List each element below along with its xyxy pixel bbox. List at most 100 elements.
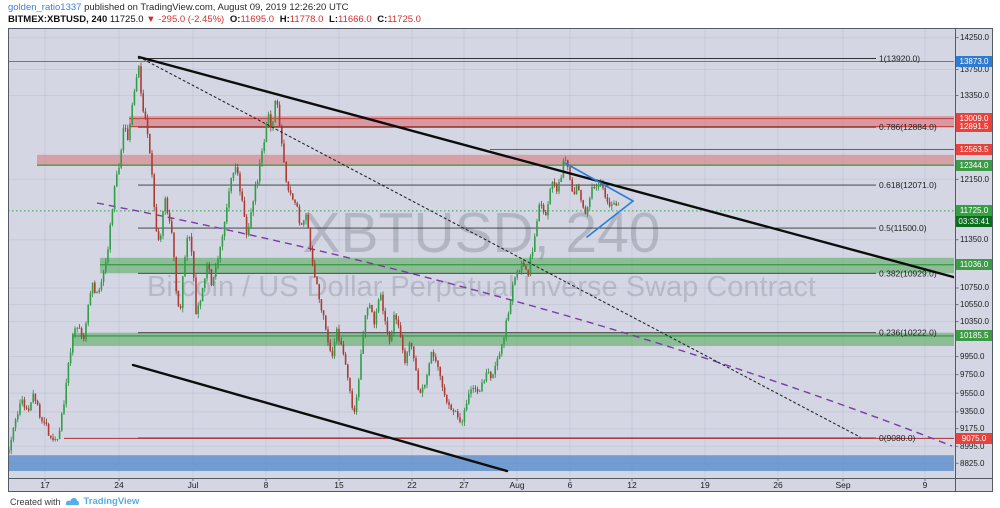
candle-body	[525, 265, 527, 270]
candle-body	[509, 301, 512, 314]
candle-body	[184, 257, 186, 277]
time-tick-label: Aug	[509, 480, 525, 490]
candle-body	[608, 201, 611, 207]
price-axis[interactable]: 14250.0 13750.0 13350.0 12150.0 11350.0 10750…	[956, 28, 993, 478]
price-level-badge: 10185.5	[956, 330, 992, 342]
time-tick-label: 15	[334, 480, 344, 490]
candle-body	[177, 290, 180, 307]
candle-body	[228, 191, 230, 208]
resistance-upper	[129, 116, 954, 128]
candle-body	[50, 435, 52, 438]
candle-body	[287, 181, 290, 191]
candle-body	[410, 343, 413, 347]
candle-body	[351, 391, 353, 408]
candle-body	[127, 128, 129, 141]
candle-body	[421, 387, 424, 393]
candle-body	[226, 207, 228, 223]
candle-body	[116, 174, 118, 187]
candle-body	[355, 397, 358, 412]
candle-body	[232, 172, 235, 178]
header: golden_ratio1337 published on TradingVie…	[8, 2, 908, 26]
support-upper	[100, 257, 954, 274]
candle-body	[54, 439, 56, 441]
price-level-badge: 12891.5	[956, 121, 992, 133]
candle-body	[153, 174, 155, 207]
tradingview-logo-icon	[65, 498, 79, 505]
candle-body	[133, 91, 136, 105]
candle-body	[76, 327, 78, 329]
candle-body	[39, 404, 41, 418]
candle-body	[298, 206, 301, 224]
candle-body	[582, 200, 584, 208]
candle-body	[483, 381, 485, 383]
candle-body	[580, 190, 582, 201]
candle-body	[424, 384, 426, 388]
candle-body	[274, 100, 276, 122]
candle-body	[19, 403, 21, 415]
candle-body	[171, 221, 173, 233]
candle-body	[210, 269, 213, 286]
candle-body	[413, 346, 415, 359]
time-tick-label: 8	[263, 480, 269, 490]
candle-body	[329, 342, 331, 351]
candle-body	[507, 313, 510, 321]
candle-body	[289, 190, 292, 194]
candle-body	[89, 293, 92, 305]
candle-body	[399, 325, 402, 337]
candle-body	[221, 236, 224, 247]
candle-body	[276, 100, 279, 105]
candle-body	[377, 299, 380, 312]
candle-body	[56, 439, 59, 440]
plot-contents: XBTUSD, 240 Bitcoin / US Dollar Perpetual…	[9, 29, 957, 477]
candle-body	[102, 271, 105, 282]
pennant-upper-line[interactable]	[564, 162, 634, 202]
candle-body	[373, 312, 375, 325]
upper-channel-line[interactable]	[137, 55, 957, 279]
time-axis[interactable]: 17 24 Jul 8 15 22 27 Aug 6 12 19 26 Sep 9	[8, 478, 955, 492]
watermark-title: XBTUSD, 240	[303, 201, 661, 265]
time-tick-label: 17	[40, 480, 50, 490]
fib-label: 0.382(10929.0)	[879, 268, 937, 278]
candle-body	[94, 282, 96, 293]
candle-body	[98, 289, 100, 293]
candle-body	[168, 213, 171, 222]
candle-body	[107, 249, 109, 263]
candle-body	[430, 351, 433, 364]
candle-body	[391, 331, 393, 341]
candle-body	[457, 411, 459, 418]
candle-body	[512, 284, 514, 302]
price-tick-label: 14250.0	[960, 33, 989, 43]
candle-body	[474, 388, 477, 389]
candle-body	[144, 111, 147, 118]
candle-body	[173, 232, 175, 258]
author-link[interactable]: golden_ratio1337	[8, 2, 82, 13]
candle-body	[10, 439, 12, 451]
candle-body	[461, 421, 463, 423]
price-tick-label: 13350.0	[960, 91, 989, 101]
candle-body	[278, 104, 281, 128]
candle-body	[318, 284, 320, 300]
pennant-lower-line[interactable]	[586, 200, 634, 238]
close-label: C:	[377, 14, 388, 25]
candle-body	[441, 376, 444, 388]
candle-body	[12, 427, 15, 440]
candle-body	[349, 377, 351, 392]
dotted-trend-line[interactable]	[138, 56, 861, 438]
candle-body	[518, 270, 521, 272]
candle-body	[259, 162, 261, 182]
candle-body	[516, 271, 518, 278]
last-price: 11725.0	[109, 14, 144, 25]
tradingview-brand-link[interactable]: TradingView	[83, 496, 140, 507]
lower-channel-line[interactable]	[131, 363, 509, 473]
candle-body	[547, 204, 549, 216]
candle-body	[63, 404, 65, 414]
candle-body	[534, 236, 536, 252]
candle-body	[380, 294, 382, 300]
candle-body	[595, 187, 598, 189]
candle-body	[408, 343, 411, 353]
time-tick-label: 22	[407, 480, 417, 490]
candle-body	[435, 356, 437, 361]
candle-body	[371, 305, 373, 313]
candle-body	[448, 402, 450, 405]
